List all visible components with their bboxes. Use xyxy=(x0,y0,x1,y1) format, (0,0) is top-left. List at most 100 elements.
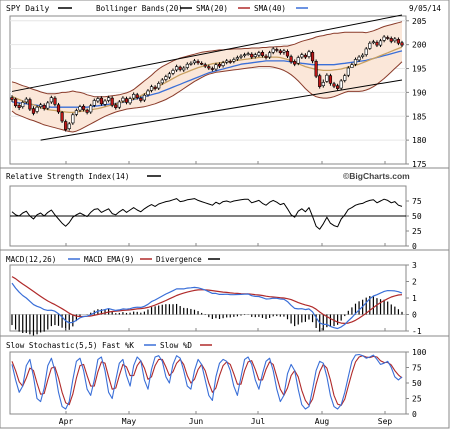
candlestick xyxy=(46,100,50,111)
candlestick xyxy=(264,54,268,60)
macd-legend-macd-label: MACD(12,26) xyxy=(6,255,56,264)
candle-body xyxy=(389,38,393,42)
candle-body xyxy=(239,55,243,58)
candlestick xyxy=(39,102,43,109)
candlestick xyxy=(203,62,207,69)
candlestick xyxy=(364,47,368,57)
candle-body xyxy=(257,52,261,56)
candle-body xyxy=(196,61,200,64)
candle-body xyxy=(182,67,186,71)
candlestick xyxy=(343,73,347,83)
candlestick xyxy=(228,59,232,64)
candle-body xyxy=(296,57,300,64)
stochastic-panel-frame xyxy=(0,335,450,429)
candle-body xyxy=(78,106,82,111)
candle-body xyxy=(343,75,347,81)
stoch-legend-title: Slow Stochastic(5,5) xyxy=(6,341,97,350)
candlestick xyxy=(335,83,340,91)
x-tick-label: Jun xyxy=(189,417,204,426)
macd-tick-label: 0 xyxy=(412,311,417,320)
bigcharts-watermark: ©BigCharts.com xyxy=(343,171,410,181)
candlestick xyxy=(232,57,236,64)
candle-body xyxy=(203,64,207,67)
candlestick xyxy=(260,50,265,58)
candlestick xyxy=(200,61,204,66)
candle-body xyxy=(160,79,164,84)
candle-body xyxy=(318,75,322,87)
trendline-2 xyxy=(40,79,403,141)
legend-sma20-label: SMA(20) xyxy=(196,4,228,13)
stoch-fast-k-line xyxy=(11,353,403,410)
candlestick xyxy=(271,47,275,55)
candle-body xyxy=(49,97,53,103)
candlestick xyxy=(10,95,14,102)
candlestick xyxy=(293,59,297,67)
candlestick xyxy=(132,92,136,101)
candlestick xyxy=(103,99,107,107)
candle-body xyxy=(350,64,354,68)
candle-body xyxy=(260,51,265,56)
candle-body xyxy=(121,97,125,102)
candlestick xyxy=(250,52,254,59)
sma40-line xyxy=(11,50,403,108)
candlestick xyxy=(361,53,365,59)
candle-body xyxy=(310,51,315,62)
candle-body xyxy=(325,74,329,82)
candlestick xyxy=(89,103,93,114)
stochastic-series xyxy=(11,353,403,410)
date-label: 9/05/14 xyxy=(409,4,441,13)
price-tick-label: 175 xyxy=(412,160,427,169)
candlestick xyxy=(296,55,300,66)
candlestick xyxy=(393,37,397,43)
candle-body xyxy=(110,97,114,106)
candle-body xyxy=(92,100,96,106)
candle-body xyxy=(132,93,136,99)
candlestick xyxy=(242,52,247,58)
x-tick-label: Apr xyxy=(59,417,74,426)
candlestick xyxy=(142,93,146,102)
candlestick xyxy=(153,85,157,91)
candlestick xyxy=(99,96,104,106)
candle-body xyxy=(207,66,211,69)
candle-body xyxy=(232,59,236,62)
legend-sma40-label: SMA(40) xyxy=(254,4,286,13)
candle-body xyxy=(321,82,325,87)
candle-body xyxy=(221,62,225,66)
candle-body xyxy=(74,110,79,115)
price-tick-label: 195 xyxy=(412,65,427,74)
price-tick-label: 205 xyxy=(412,17,427,26)
candlestick xyxy=(164,74,168,82)
price-panel: SPY Daily Bollinger Bands(20) SMA(20) SM… xyxy=(0,0,450,169)
candle-body xyxy=(364,48,368,55)
candlestick xyxy=(325,73,329,83)
candlestick xyxy=(42,103,46,111)
candle-body xyxy=(278,50,282,54)
candlestick xyxy=(214,62,218,71)
candle-body xyxy=(275,49,279,51)
candle-body xyxy=(117,101,121,108)
candlestick xyxy=(275,47,279,53)
candle-body xyxy=(146,90,150,96)
x-axis: Apr May Jun Jul Aug Sep xyxy=(59,161,393,426)
candle-body xyxy=(31,108,36,114)
candle-body xyxy=(242,54,247,56)
macd-tick-label: 2 xyxy=(412,278,417,287)
candlestick xyxy=(207,64,211,70)
stoch-tick-label: 25 xyxy=(412,395,422,404)
candle-body xyxy=(217,63,222,67)
x-tick-label: Sep xyxy=(378,417,393,426)
candle-body xyxy=(393,38,397,42)
candle-body xyxy=(335,85,340,89)
candle-body xyxy=(64,121,68,130)
candle-body xyxy=(268,52,272,58)
candle-body xyxy=(142,94,146,101)
candle-body xyxy=(24,98,28,103)
candlestick xyxy=(253,52,257,59)
candle-body xyxy=(35,106,39,112)
candlestick xyxy=(67,121,71,131)
candlestick xyxy=(196,59,200,65)
legend-bollinger-label: Bollinger Bands(20) xyxy=(96,4,183,13)
candlestick xyxy=(135,92,139,100)
macd-tick-label: -1 xyxy=(412,327,422,336)
